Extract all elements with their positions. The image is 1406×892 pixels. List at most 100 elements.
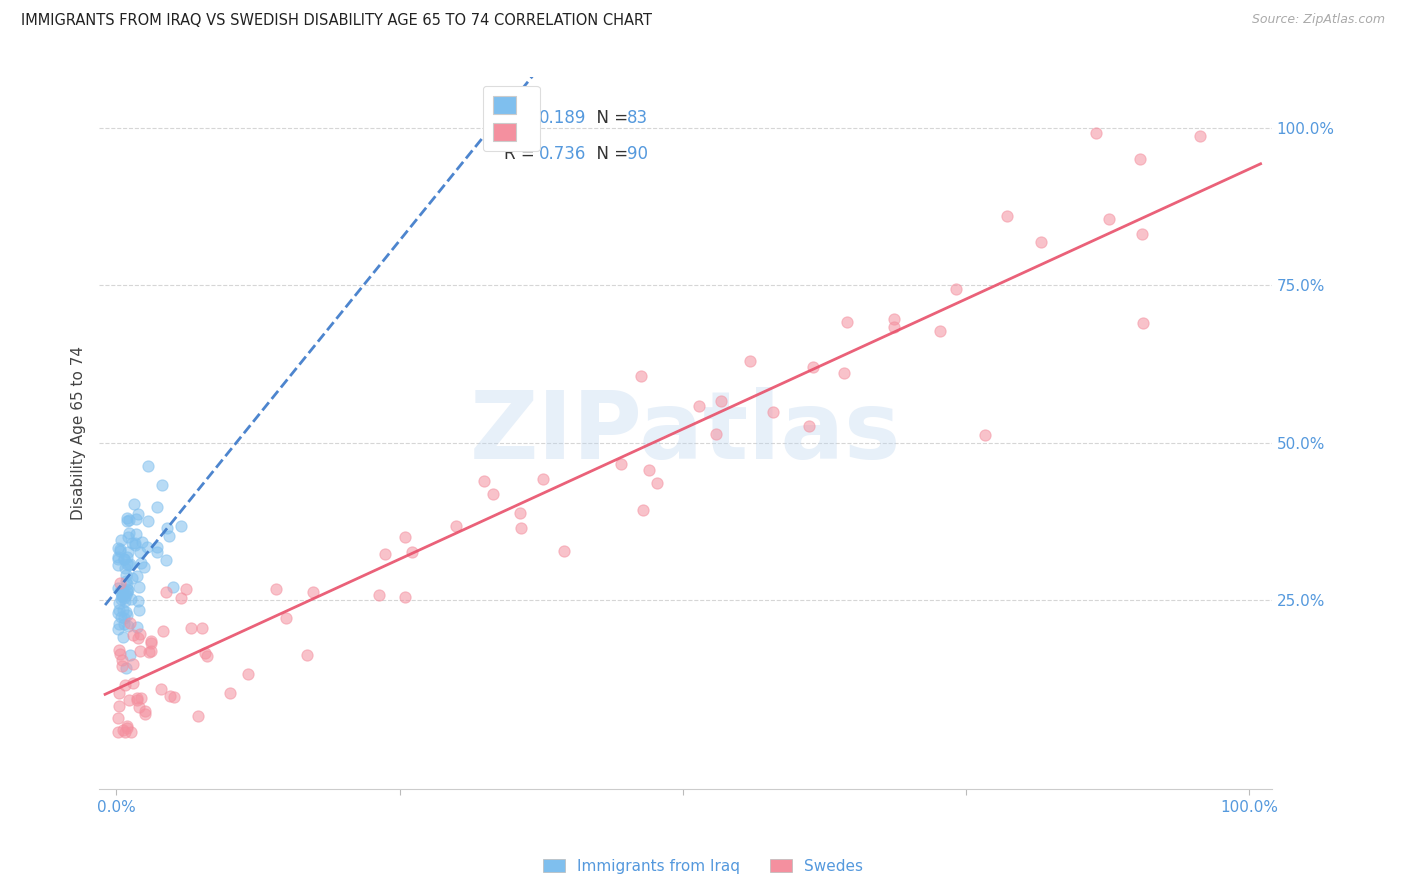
Point	[112, 630, 135, 644]
Point	[125, 693, 148, 707]
Point	[170, 518, 193, 533]
Point	[125, 691, 148, 706]
Point	[141, 644, 163, 658]
Point	[108, 603, 131, 617]
Point	[131, 535, 153, 549]
Point	[531, 472, 554, 486]
Point	[883, 311, 905, 326]
Legend: Immigrants from Iraq, Swedes: Immigrants from Iraq, Swedes	[537, 853, 869, 880]
Point	[710, 393, 733, 408]
Point	[127, 631, 149, 645]
Point	[118, 692, 141, 706]
Point	[138, 645, 160, 659]
Y-axis label: Disability Age 65 to 74: Disability Age 65 to 74	[72, 346, 86, 520]
Point	[115, 721, 138, 735]
Text: 83: 83	[627, 110, 648, 128]
Point	[121, 571, 143, 585]
Point	[159, 689, 181, 703]
Point	[108, 596, 131, 610]
Point	[108, 542, 131, 557]
Point	[180, 621, 202, 635]
Point	[107, 552, 129, 566]
Point	[108, 698, 131, 713]
Point	[117, 558, 139, 572]
Point	[117, 530, 139, 544]
Point	[134, 704, 156, 718]
Text: N =: N =	[586, 110, 633, 128]
Text: N =: N =	[586, 145, 633, 163]
Point	[124, 536, 146, 550]
Point	[638, 463, 661, 477]
Point	[797, 419, 820, 434]
Point	[264, 582, 287, 597]
Point	[112, 552, 135, 566]
Point	[274, 610, 297, 624]
Point	[107, 606, 129, 620]
Point	[114, 588, 136, 602]
Point	[125, 569, 148, 583]
Text: 90: 90	[627, 145, 648, 163]
Point	[115, 582, 138, 597]
Point	[114, 725, 136, 739]
Point	[145, 500, 167, 515]
Point	[170, 591, 193, 606]
Text: R =: R =	[503, 145, 540, 163]
Point	[832, 367, 855, 381]
Legend: , : ,	[482, 86, 540, 152]
Point	[297, 648, 319, 662]
Point	[129, 691, 152, 706]
Point	[115, 576, 138, 591]
Point	[132, 560, 155, 574]
Point	[394, 590, 416, 604]
Point	[127, 507, 149, 521]
Point	[128, 700, 150, 714]
Point	[112, 723, 135, 737]
Point	[111, 583, 134, 598]
Point	[122, 628, 145, 642]
Point	[146, 545, 169, 559]
Point	[110, 609, 132, 624]
Point	[945, 282, 967, 296]
Point	[111, 653, 134, 667]
Point	[704, 427, 727, 442]
Point	[124, 538, 146, 552]
Point	[1129, 152, 1152, 166]
Point	[110, 533, 132, 547]
Point	[112, 552, 135, 566]
Point	[117, 510, 139, 524]
Point	[152, 624, 174, 639]
Point	[125, 511, 148, 525]
Point	[688, 399, 710, 413]
Point	[117, 544, 139, 558]
Point	[110, 592, 132, 607]
Point	[762, 405, 785, 419]
Point	[111, 603, 134, 617]
Point	[553, 544, 575, 558]
Point	[472, 474, 495, 488]
Point	[128, 580, 150, 594]
Point	[111, 588, 134, 602]
Point	[122, 497, 145, 511]
Point	[114, 605, 136, 619]
Point	[236, 667, 259, 681]
Point	[194, 646, 217, 660]
Point	[163, 690, 186, 704]
Point	[995, 209, 1018, 223]
Point	[108, 544, 131, 558]
Text: 0.189: 0.189	[538, 110, 586, 128]
Point	[122, 657, 145, 672]
Point	[150, 477, 173, 491]
Point	[114, 678, 136, 692]
Point	[394, 530, 416, 544]
Point	[368, 588, 391, 602]
Point	[301, 585, 323, 599]
Point	[111, 583, 134, 598]
Point	[118, 558, 141, 572]
Point	[114, 560, 136, 574]
Point	[111, 590, 134, 604]
Point	[114, 594, 136, 608]
Point	[149, 681, 172, 696]
Point	[141, 636, 163, 650]
Point	[115, 574, 138, 589]
Point	[125, 527, 148, 541]
